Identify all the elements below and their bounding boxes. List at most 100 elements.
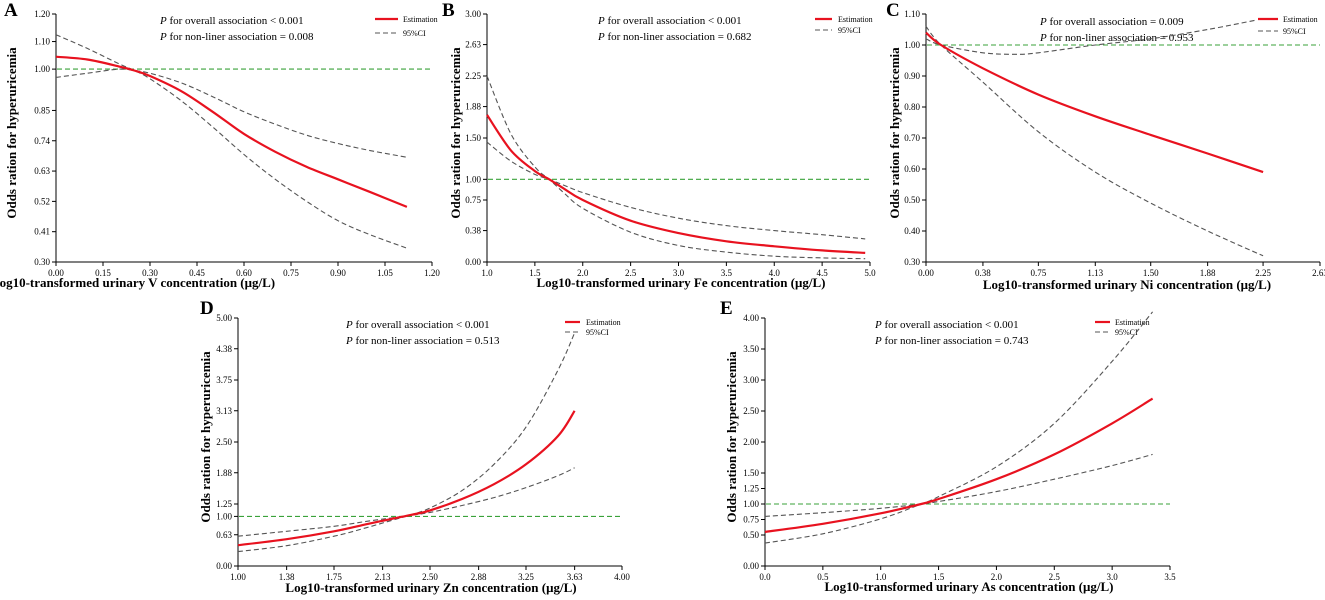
panel-e-letter: E bbox=[720, 298, 733, 319]
panel-d-y-tick-label: 4.38 bbox=[216, 344, 232, 354]
panel-e-y-tick-label: 3.00 bbox=[743, 375, 759, 385]
panel-c-x-tick-label: 0.00 bbox=[918, 268, 934, 278]
panel-c-y-tick-label: 0.50 bbox=[904, 195, 920, 205]
panel-c-letter: C bbox=[886, 0, 900, 21]
panel-c-legend-ci: 95%CI bbox=[1283, 27, 1306, 36]
panel-d-y-tick-label: 2.50 bbox=[216, 437, 232, 447]
panel-b-plot: 1.0 1.5 2.0 2.5 3.0 3.5 4.0 4.5 5.0 0.00 0.38 0.75 1… bbox=[465, 9, 876, 278]
panel-b-y-tick-label: 0.38 bbox=[465, 226, 481, 236]
panel-c-y-tick-label: 1.00 bbox=[904, 40, 920, 50]
panel-b-x-tick-label: 5.0 bbox=[864, 268, 876, 278]
panel-e-y-tick-label: 0.75 bbox=[743, 515, 759, 525]
panel-c-p-nonlinear: P for non-liner association = 0.953 bbox=[1039, 32, 1194, 44]
panel-e-ci-lower-curve bbox=[764, 311, 1154, 544]
panel-a-y-tick-label: 1.10 bbox=[34, 37, 50, 47]
panel-a-y-tick-label: 0.63 bbox=[34, 166, 50, 176]
panel-c-y-tick-label: 0.70 bbox=[904, 133, 920, 143]
panel-e-y-tick-label: 1.00 bbox=[743, 499, 759, 509]
panel-e-x-tick-label: 1.5 bbox=[933, 572, 945, 582]
panel-d-x-tick-label: 3.25 bbox=[518, 572, 534, 582]
panel-d-ci-lower-curve bbox=[237, 332, 576, 553]
panel-e-p-nonlinear: P for non-liner association = 0.743 bbox=[874, 335, 1029, 347]
panel-b-y-title: Odds ration for hyperuricemia bbox=[448, 47, 463, 219]
panel-b-p-nonlinear: P for non-liner association = 0.682 bbox=[597, 31, 751, 43]
panel-a-letter: A bbox=[4, 0, 18, 21]
panel-e-legend-ci: 95%CI bbox=[1115, 328, 1138, 337]
panel-d: D P for overall association < 0.001 P fo… bbox=[198, 298, 621, 595]
panel-d-y-tick-label: 1.00 bbox=[216, 511, 232, 521]
panel-d-x-tick-label: 1.38 bbox=[279, 572, 295, 582]
panel-a-y-tick-label: 0.30 bbox=[34, 257, 50, 267]
panel-b-estimation-curve bbox=[486, 114, 866, 254]
panel-a-y-tick-label: 0.52 bbox=[34, 196, 50, 206]
panel-d-legend-ci: 95%CI bbox=[586, 328, 609, 337]
panel-e-y-title: Odds ration for hyperuricemia bbox=[724, 351, 739, 523]
panel-c-x-tick-label: 1.13 bbox=[1087, 268, 1103, 278]
panel-b-ci-lower-curve bbox=[486, 75, 866, 260]
plot-layer: 0.00 0.15 0.30 0.45 0.60 0.75 0.90 1.05 1.20 0.30… bbox=[34, 9, 1325, 582]
panel-b-y-tick-label: 1.00 bbox=[465, 174, 481, 184]
panel-e-y-tick-label: 1.25 bbox=[743, 484, 759, 494]
panel-b-letter: B bbox=[442, 0, 455, 21]
panel-b-x-tick-label: 4.0 bbox=[769, 268, 781, 278]
panel-d-x-tick-label: 4.00 bbox=[614, 572, 630, 582]
panel-e-x-tick-label: 3.5 bbox=[1164, 572, 1176, 582]
panel-e-x-tick-label: 3.0 bbox=[1107, 572, 1119, 582]
panel-b-y-tick-label: 0.75 bbox=[465, 195, 481, 205]
panel-e-legend: Estimation 95%CI bbox=[1095, 318, 1150, 337]
panel-e-ci-upper-curve bbox=[764, 453, 1153, 517]
panel-e-y-tick-label: 4.00 bbox=[743, 313, 759, 323]
panel-e-y-tick-label: 2.50 bbox=[743, 406, 759, 416]
panel-a-x-tick-label: 0.90 bbox=[330, 268, 346, 278]
panel-d-legend-estimation: Estimation bbox=[586, 318, 621, 327]
panel-a-y-tick-label: 1.00 bbox=[34, 64, 50, 74]
panel-b-y-tick-label: 2.25 bbox=[465, 71, 481, 81]
panel-c-y-tick-label: 0.40 bbox=[904, 226, 920, 236]
panel-c-x-tick-label: 1.50 bbox=[1143, 268, 1159, 278]
panel-c-legend-estimation: Estimation bbox=[1283, 15, 1318, 24]
panel-b-ci-upper-curve bbox=[486, 141, 866, 240]
panel-b-y-tick-label: 3.00 bbox=[465, 9, 481, 19]
panel-b-x-tick-label: 2.5 bbox=[625, 268, 637, 278]
panel-c-y-title: Odds ration for hyperuricemia bbox=[887, 47, 902, 219]
panel-a-y-tick-label: 0.74 bbox=[34, 136, 50, 146]
panel-e-x-tick-label: 2.5 bbox=[1049, 572, 1061, 582]
panel-d-x-tick-label: 2.88 bbox=[471, 572, 487, 582]
panel-c-legend: Estimation 95%CI bbox=[1258, 15, 1318, 36]
panel-d-estimation-curve bbox=[237, 410, 576, 547]
panel-c-x-title: Log10-transformed urinary Ni concentrati… bbox=[983, 277, 1271, 292]
panel-e-x-tick-label: 0.5 bbox=[817, 572, 829, 582]
panel-d-legend: Estimation 95%CI bbox=[565, 318, 621, 337]
panel-d-y-tick-label: 5.00 bbox=[216, 313, 232, 323]
panel-e-y-tick-label: 3.50 bbox=[743, 344, 759, 354]
panel-d-x-tick-label: 2.13 bbox=[375, 572, 391, 582]
panel-b-p-overall: P for overall association < 0.001 bbox=[597, 15, 742, 27]
panel-d-y-tick-label: 0.63 bbox=[216, 530, 232, 540]
panel-e-legend-estimation: Estimation bbox=[1115, 318, 1150, 327]
panel-a-p-nonlinear: P for non-liner association = 0.008 bbox=[159, 31, 314, 43]
panel-a-ci-upper-curve bbox=[55, 68, 408, 158]
panel-a-estimation-curve bbox=[55, 55, 408, 208]
panel-b-y-tick-label: 2.63 bbox=[465, 40, 481, 50]
panel-c-x-tick-label: 2.25 bbox=[1255, 268, 1271, 278]
panel-e-x-tick-label: 2.0 bbox=[991, 572, 1003, 582]
panel-e-x-title: Log10-transformed urinary As concentrati… bbox=[824, 579, 1113, 594]
panel-b-x-tick-label: 1.0 bbox=[481, 268, 493, 278]
panel-d-y-tick-label: 1.25 bbox=[216, 499, 232, 509]
panel-e-y-tick-label: 1.50 bbox=[743, 468, 759, 478]
panel-c-ci-lower-curve bbox=[925, 26, 1264, 257]
panel-d-x-tick-label: 1.75 bbox=[326, 572, 342, 582]
panel-a-p-overall: P for overall association < 0.001 bbox=[159, 15, 304, 27]
panel-b-y-tick-label: 0.00 bbox=[465, 257, 481, 267]
panel-a: A P for overall association < 0.001 P fo… bbox=[0, 0, 438, 290]
panel-a-x-tick-label: 1.20 bbox=[424, 268, 440, 278]
panel-c-y-tick-label: 0.80 bbox=[904, 102, 920, 112]
panel-b-legend-ci: 95%CI bbox=[838, 26, 861, 35]
panel-e-y-tick-label: 0.50 bbox=[743, 530, 759, 540]
panel-a-x-tick-label: 1.05 bbox=[377, 268, 393, 278]
panel-b-y-tick-label: 1.50 bbox=[465, 133, 481, 143]
panel-b-x-tick-label: 3.5 bbox=[721, 268, 733, 278]
panel-c-estimation-curve bbox=[925, 31, 1264, 174]
panel-b-x-tick-label: 3.0 bbox=[673, 268, 685, 278]
